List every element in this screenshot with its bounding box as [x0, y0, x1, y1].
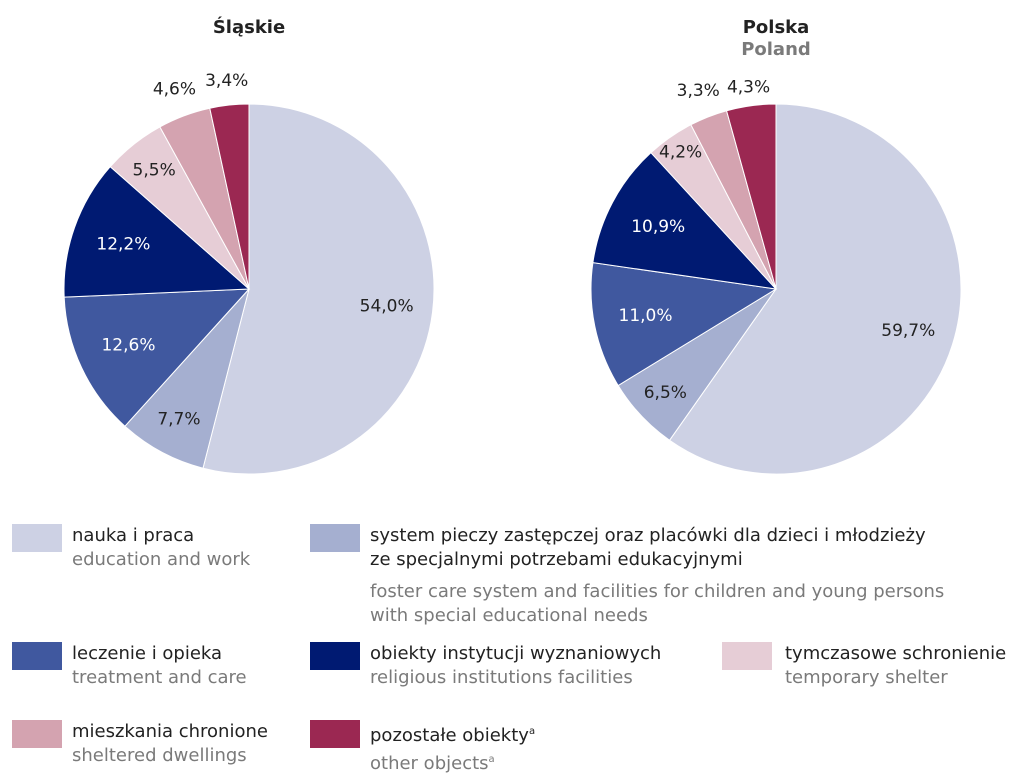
legend-swatch [310, 642, 360, 670]
legend-line: foster care system and facilities for ch… [370, 581, 945, 602]
charts: Śląskie 54,0% 7,7% 12,6% 12,2% 5,5% 4,6% 3,4% Po… [63, 16, 962, 475]
legend-text: system pieczy zastępczej oraz placówki d… [370, 524, 944, 628]
data-label: 10,9% [631, 217, 685, 237]
legend-swatch [722, 642, 772, 670]
data-label: 12,2% [96, 235, 150, 255]
legend-label-en: other objectsa [370, 748, 535, 776]
legend-line: nauka i praca [72, 525, 195, 546]
pie-slice [668, 103, 962, 475]
legend-text: pozostałe obiektya other objectsa [370, 720, 535, 776]
legend-label: tymczasowe schronienie [785, 642, 1006, 666]
legend-label: pozostałe obiektya [370, 720, 535, 748]
data-label: 7,7% [157, 409, 200, 429]
data-label: 11,0% [619, 306, 673, 326]
legend-line: treatment and care [72, 667, 247, 688]
legend-swatch [12, 720, 62, 748]
pie-slice [590, 262, 778, 387]
legend-label: system pieczy zastępczej oraz placówki d… [370, 524, 944, 548]
legend-label: obiekty instytucji wyznaniowych [370, 642, 661, 666]
legend-label: nauka i praca [72, 524, 250, 548]
pie-slice [63, 288, 251, 427]
legend-label: ze specjalnymi potrzebami edukacyjnymi [370, 548, 944, 572]
data-label: 59,7% [881, 321, 935, 341]
chart-subtitle: Poland [741, 39, 811, 60]
legend-text: tymczasowe schronienie temporary shelter [785, 642, 1006, 690]
legend-line: system pieczy zastępczej oraz placówki d… [370, 525, 926, 546]
data-label: 4,2% [659, 143, 702, 163]
legend-line: religious institutions facilities [370, 667, 633, 688]
legend-text: mieszkania chronione sheltered dwellings [72, 720, 268, 768]
legend-swatch [12, 524, 62, 552]
legend-label: mieszkania chronione [72, 720, 268, 744]
legend-line: ze specjalnymi potrzebami edukacyjnymi [370, 549, 743, 570]
data-label: 3,4% [205, 71, 248, 91]
legend-line: other objects [370, 753, 489, 774]
legend-line: mieszkania chronione [72, 721, 268, 742]
legend-label-en: temporary shelter [785, 666, 1006, 690]
legend-swatch [310, 720, 360, 748]
pie-slice [209, 103, 250, 290]
legend-text: nauka i praca education and work [72, 524, 250, 572]
legend-line: pozostałe obiekty [370, 725, 529, 746]
legend-label: leczenie i opieka [72, 642, 247, 666]
footnote-marker: a [528, 726, 536, 737]
legend-line: obiekty instytucji wyznaniowych [370, 643, 662, 664]
legend-line: with special educational needs [370, 605, 648, 626]
data-label: 4,6% [153, 80, 196, 100]
data-label: 5,5% [133, 161, 176, 181]
chart-title: Polska [743, 17, 810, 38]
data-label: 54,0% [360, 296, 414, 316]
legend-swatch [310, 524, 360, 552]
legend-line: tymczasowe schronienie [785, 643, 1007, 664]
legend-line: sheltered dwellings [72, 745, 247, 766]
chart-title: Śląskie [213, 16, 285, 38]
legend-label-en: foster care system and facilities for ch… [370, 580, 944, 604]
legend-label-en: with special educational needs [370, 604, 944, 628]
legend-swatch [12, 642, 62, 670]
legend-line: education and work [72, 549, 251, 570]
legend-text: obiekty instytucji wyznaniowych religious… [370, 642, 661, 690]
footnote-marker: a [488, 754, 495, 765]
legend-label-en: religious institutions facilities [370, 666, 661, 690]
legend-line: temporary shelter [785, 667, 948, 688]
pie-slice [592, 151, 778, 290]
legend-text: leczenie i opieka treatment and care [72, 642, 247, 690]
pie-slice [202, 103, 435, 475]
legend-line: leczenie i opieka [72, 643, 223, 664]
data-label: 12,6% [101, 336, 155, 356]
legend-label-en: education and work [72, 548, 250, 572]
legend-label-en: treatment and care [72, 666, 247, 690]
data-label: 3,3% [677, 81, 720, 101]
data-label: 4,3% [727, 77, 770, 97]
legend-label-en: sheltered dwellings [72, 744, 268, 768]
data-label: 6,5% [644, 383, 687, 403]
pie-slice [725, 103, 777, 290]
pie-slice [63, 165, 251, 298]
